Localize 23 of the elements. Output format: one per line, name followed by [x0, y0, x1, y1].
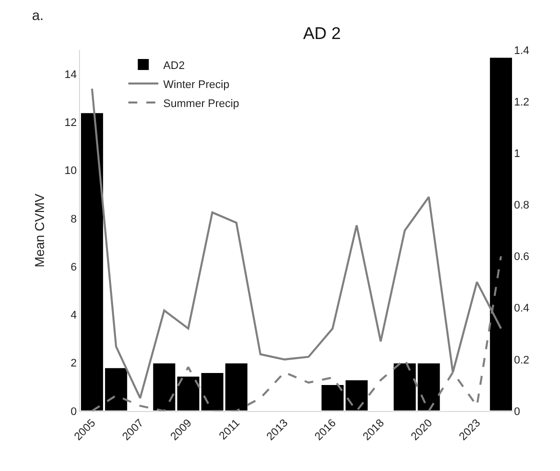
y2-tick-label: 1.2	[514, 96, 530, 108]
y2-tick-label: 1	[514, 148, 520, 160]
text: a.	[32, 7, 44, 23]
y-tick-label: 6	[70, 261, 77, 274]
legend-label: Summer Precip	[163, 98, 240, 110]
legend-label: AD2	[163, 60, 185, 72]
y2-tick-label: 0.6	[514, 251, 530, 264]
legend-label: Winter Precip	[163, 78, 230, 91]
y-tick-label: 4	[70, 310, 77, 322]
y-tick-label: 14	[64, 68, 77, 81]
y-tick-label: 12	[64, 117, 77, 130]
y2-tick-label: 0.2	[514, 354, 530, 366]
y-axis-title: Mean CVMV	[32, 193, 47, 268]
y2-tick-label: 1.4	[514, 44, 530, 57]
chart-title: AD 2	[303, 24, 341, 43]
y2-tick-label: 0.8	[514, 200, 530, 212]
y-tick-label: 10	[64, 165, 77, 178]
y-tick-label: 8	[70, 213, 77, 226]
y-tick-label: 2	[70, 358, 77, 370]
y2-tick-label: 0.4	[514, 302, 530, 315]
bar	[488, 56, 513, 411]
y2-tick-label: 0	[514, 406, 520, 418]
y-tick-label: 0	[70, 406, 77, 418]
